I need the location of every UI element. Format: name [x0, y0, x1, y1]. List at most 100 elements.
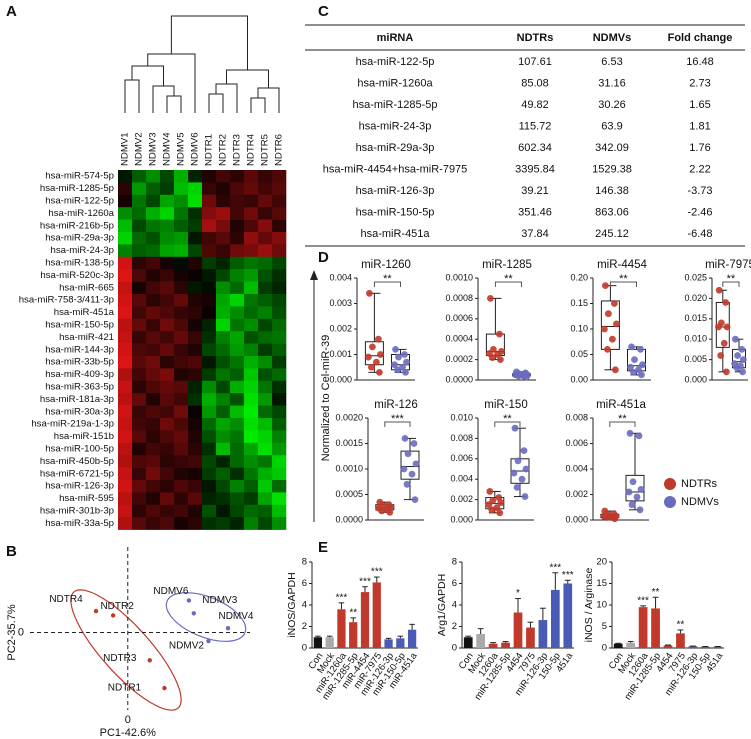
heatmap-cell [216, 430, 231, 444]
heatmap-cell [272, 331, 287, 344]
table-cell: hsa-miR-150-5p [356, 206, 435, 218]
row-label: hsa-miR-301b-3p [40, 506, 114, 517]
heatmap-cell [244, 517, 259, 530]
heatmap-cell [188, 318, 203, 332]
point [486, 488, 494, 495]
table-cell: 1.76 [689, 142, 710, 154]
heatmap-cell [258, 492, 273, 506]
row-label: hsa-miR-30a-3p [45, 406, 114, 417]
heatmap-cell [174, 442, 189, 456]
heatmap-cell [188, 356, 203, 369]
heatmap-cell [188, 256, 203, 270]
y-axis-label: iNOS/GAPDH [286, 572, 298, 637]
point [605, 310, 612, 318]
bar [337, 609, 346, 648]
column-label: NDMV3 [148, 132, 159, 166]
heatmap-cell [216, 393, 231, 406]
heatmap-cell [258, 194, 273, 208]
point [733, 364, 741, 372]
significance: *** [391, 413, 405, 425]
y-tick-label: 0.006 [450, 453, 473, 463]
heatmap-cell [202, 294, 217, 307]
significance: *** [637, 596, 649, 607]
heatmap-cell [258, 467, 273, 481]
column-label: NDTR3 [232, 134, 243, 166]
heatmap-cell [202, 318, 217, 332]
point [723, 368, 730, 376]
heatmap-cell [118, 182, 133, 196]
heatmap-cell [174, 331, 189, 344]
point [403, 358, 410, 366]
significance: *** [371, 567, 383, 578]
table-cell: 37.84 [521, 228, 549, 240]
point [635, 432, 643, 440]
heatmap-cell [272, 380, 287, 394]
heatmap-cell [174, 318, 189, 332]
point [722, 299, 730, 306]
heatmap-cell [216, 418, 231, 431]
heatmap-cell [174, 343, 189, 357]
heatmap-cell [202, 244, 217, 258]
point [400, 465, 408, 473]
heatmap-cell [132, 405, 147, 419]
heatmap-cell [188, 480, 203, 493]
heatmap-cell [132, 318, 147, 332]
point [378, 507, 386, 515]
heatmap-cell [202, 232, 217, 245]
heatmap-cell [160, 331, 175, 344]
heatmap-cell [230, 294, 245, 307]
heatmap-cell [160, 442, 175, 456]
heatmap-cell [216, 492, 231, 506]
heatmap-cell [216, 467, 231, 481]
heatmap-cell [244, 492, 259, 506]
heatmap-cell [202, 393, 217, 406]
y-tick-label: 0.003 [329, 298, 352, 308]
heatmap-cell [146, 442, 161, 456]
point [225, 626, 231, 631]
table-cell: hsa-miR-122-5p [356, 56, 435, 68]
heatmap-cell [174, 244, 189, 258]
heatmap-cell [118, 294, 133, 307]
heatmap-cell [244, 281, 259, 295]
heatmap-cell [230, 269, 245, 282]
panel-label: E [318, 539, 328, 556]
heatmap-cell [160, 393, 175, 406]
heatmap-cell [188, 207, 203, 220]
row-label: hsa-miR-24-3p [51, 245, 114, 256]
heatmap-cell [132, 256, 147, 270]
point [717, 352, 725, 359]
heatmap-cell [146, 455, 161, 468]
point [487, 295, 494, 302]
y-tick-label: 4 [302, 600, 307, 611]
heatmap-cell [132, 430, 147, 444]
heatmap-cell [230, 467, 245, 481]
table-cell: 351.46 [518, 206, 552, 218]
heatmap-cell [146, 356, 161, 369]
heatmap-cell [174, 356, 189, 369]
point [375, 335, 382, 343]
heatmap-cell [160, 480, 175, 493]
heatmap-cell [216, 455, 231, 468]
heatmap-cell [216, 170, 231, 183]
heatmap-cell [118, 318, 133, 332]
table-cell: 31.16 [598, 77, 626, 89]
y-tick-label: 0.006 [565, 438, 588, 448]
significance-bracket [609, 281, 637, 287]
heatmap-cell [244, 294, 259, 307]
chart-title: miR-1285 [482, 259, 532, 271]
heatmap-cell [202, 492, 217, 506]
heatmap-cell [216, 244, 231, 258]
heatmap-cell [160, 269, 175, 282]
heatmap-cell [160, 380, 175, 394]
row-label: hsa-miR-574-5p [45, 171, 114, 182]
chart-title: miR-4454 [597, 259, 647, 271]
point [732, 335, 739, 343]
heatmap-cell [118, 281, 133, 295]
heatmap-cell [258, 455, 273, 468]
point [404, 450, 412, 458]
y-tick-label: 0.010 [684, 334, 707, 344]
heatmap-cell [160, 256, 175, 270]
heatmap-cell [258, 182, 273, 196]
point [522, 465, 530, 473]
heatmap-cell [174, 194, 189, 208]
